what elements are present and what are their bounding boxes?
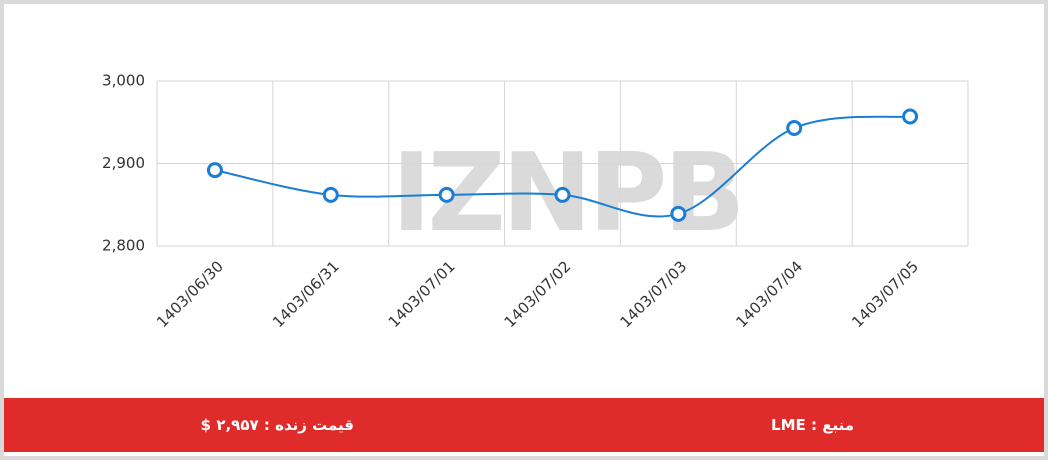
x-tick-label: 1403/07/02 (501, 257, 575, 331)
marker (554, 186, 571, 203)
marker (902, 108, 919, 125)
marker (670, 205, 687, 222)
marker (438, 186, 455, 203)
live-price: قیمت زنده : ۲,۹۵۷ $ (200, 416, 354, 434)
x-tick-label: 1403/07/03 (616, 257, 690, 331)
marker (786, 120, 803, 137)
x-tick-label: 1403/07/01 (385, 257, 459, 331)
x-tick-label: 1403/07/04 (732, 257, 806, 331)
footer-bar: منبع : LME قیمت زنده : ۲,۹۵۷ $ (4, 398, 1044, 452)
y-tick-label: 2,800 (102, 237, 145, 255)
marker (206, 162, 223, 179)
x-tick-label: 1403/06/30 (153, 257, 227, 331)
y-tick-label: 2,900 (102, 154, 145, 172)
x-tick-label: 1403/07/05 (848, 257, 922, 331)
y-tick-label: 3,000 (102, 72, 145, 90)
x-tick-label: 1403/06/31 (269, 257, 343, 331)
source: منبع : LME (771, 416, 854, 434)
frame: IZNPB 2,800 2,900 3,000 1403/06/30 1403/06/31… (4, 4, 1044, 456)
marker (322, 186, 339, 203)
